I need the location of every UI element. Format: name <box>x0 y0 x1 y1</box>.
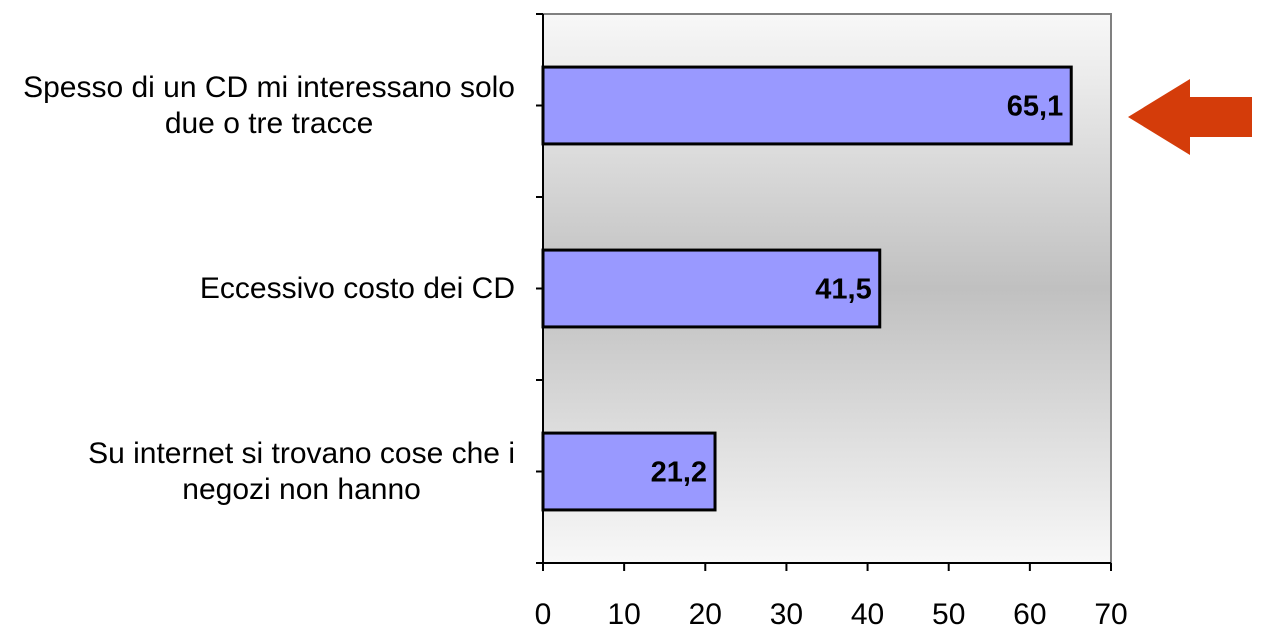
bar <box>541 248 882 329</box>
bar-value-label: 41,5 <box>815 274 871 306</box>
x-tick-label: 40 <box>851 598 884 628</box>
highlight-arrow-icon <box>1128 79 1252 155</box>
category-label-line: negozi non hanno <box>182 472 421 506</box>
category-label-line: Su internet si trovano cose che i <box>88 436 515 470</box>
plot-border <box>543 13 1112 563</box>
x-tick-label: 10 <box>607 598 640 628</box>
x-tick-label: 70 <box>1094 598 1127 628</box>
bar-value-label: 65,1 <box>1007 91 1063 123</box>
bars-group: 65,1 41,5 21,2 <box>541 65 1073 512</box>
bar-value-label: 21,2 <box>651 457 707 489</box>
category-label-line: due o tre tracce <box>164 106 374 140</box>
axes-group: 0 10 20 30 40 50 60 70 <box>535 13 1128 628</box>
x-tick-label: 30 <box>770 598 803 628</box>
category-label-line: Spesso di un CD mi interessano solo <box>23 70 515 104</box>
category-label: Spesso di un CD mi interessano solo due o… <box>23 70 515 142</box>
x-tick-label: 60 <box>1013 598 1046 628</box>
category-label-line: Eccessivo costo dei CD <box>199 271 515 305</box>
category-label: Eccessivo costo dei CD <box>200 271 515 307</box>
bar <box>541 65 1073 146</box>
x-tick-label: 0 <box>535 598 552 628</box>
x-tick-label: 50 <box>932 598 965 628</box>
category-label: Su internet si trovano cose che i negozi … <box>88 436 515 508</box>
x-tick-label: 20 <box>689 598 722 628</box>
